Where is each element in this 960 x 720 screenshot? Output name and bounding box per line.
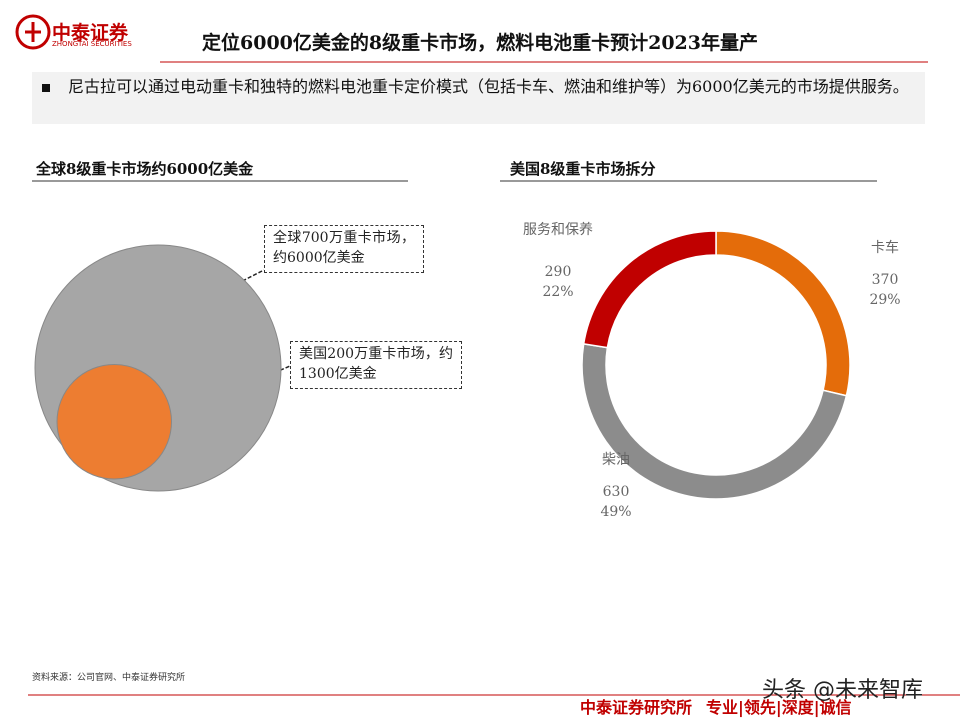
callout: 全球700万重卡市场，约6000亿美金 [264, 225, 424, 273]
segment-label: 服务和保养 [523, 222, 593, 238]
footer-slogan: 专业|领先|深度|诚信 [706, 698, 852, 717]
segment-label: 柴油 [602, 452, 630, 468]
segment-percent: 29% [869, 292, 901, 308]
segment-percent: 22% [542, 284, 574, 300]
donut-segment [581, 343, 848, 500]
watermark: 头条 @未来智库 [762, 678, 923, 703]
summary: 尼古拉可以通过电动重卡和独特的燃料电池重卡定价模式（包括卡车、燃油和维护等）为6… [68, 77, 909, 96]
segment-value: 290 [544, 264, 572, 280]
segment-value: 370 [871, 272, 899, 288]
chart-title: 美国8级重卡市场拆分 [510, 160, 656, 178]
bullet [42, 84, 50, 92]
slide-title: 定位6000亿美金的8级重卡市场，燃料电池重卡预计2023年量产 [202, 32, 758, 54]
logo-sub: ZHONGTAI SECURITIES [52, 40, 132, 48]
logo-icon-mark [25, 22, 41, 42]
chart-title: 全球8级重卡市场约6000亿美金 [36, 160, 254, 178]
bubble [56, 363, 173, 480]
source: 资料来源：公司官网、中泰证券研究所 [32, 673, 186, 683]
footer-brand: 中泰证券研究所 [580, 698, 693, 717]
logo-name: 中泰证券 [52, 22, 129, 44]
segment-percent: 49% [600, 504, 632, 520]
segment-value: 630 [602, 484, 630, 500]
segment-label: 卡车 [871, 240, 899, 256]
logo-icon [15, 14, 51, 50]
donut-segment [582, 230, 717, 349]
callout: 美国200万重卡市场，约1300亿美金 [290, 341, 462, 389]
donut-segment [715, 230, 851, 397]
summary-box [32, 72, 925, 124]
